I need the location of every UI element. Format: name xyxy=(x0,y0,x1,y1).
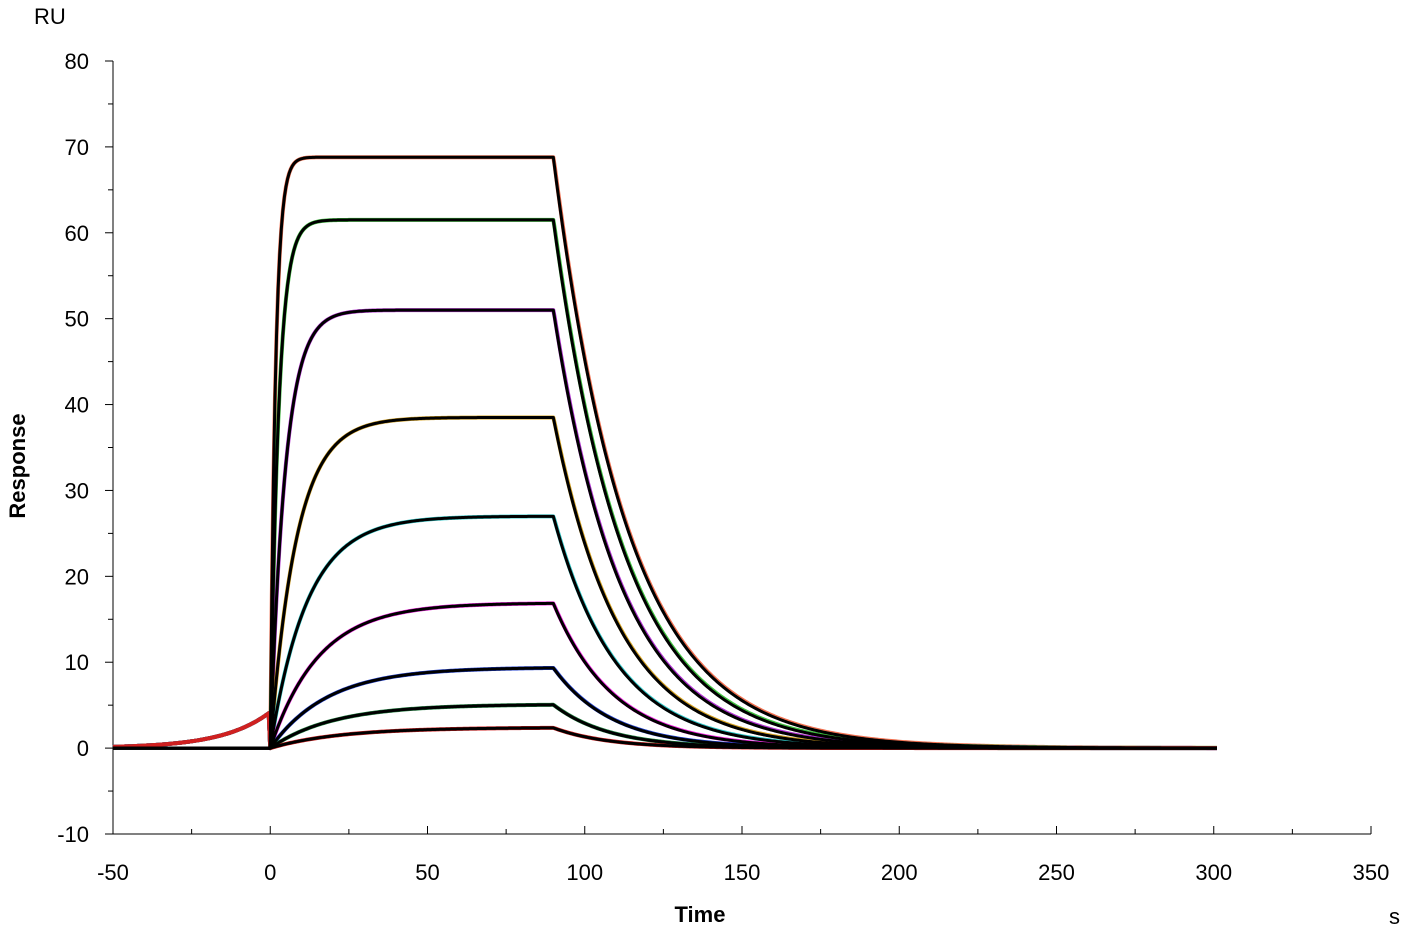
y-ticks: -10 0 10 20 30 40 50 60 70 80 xyxy=(57,49,113,847)
axes: -10 0 10 20 30 40 50 60 70 80 -50 0 50 100 150 200 250 3… xyxy=(57,49,1389,885)
y-unit-label: RU xyxy=(34,4,66,29)
y-tick-label: 80 xyxy=(65,49,89,74)
y-tick-label: 20 xyxy=(65,564,89,589)
x-tick-label: 300 xyxy=(1195,860,1232,885)
x-ticks: -50 0 50 100 150 200 250 300 350 xyxy=(97,826,1389,885)
x-tick-label: 150 xyxy=(724,860,761,885)
y-tick-label: 50 xyxy=(65,307,89,332)
x-tick-label: 250 xyxy=(1038,860,1075,885)
x-tick-label: 100 xyxy=(566,860,603,885)
y-tick-label: -10 xyxy=(57,822,89,847)
y-tick-label: 10 xyxy=(65,650,89,675)
x-axis-title: Time xyxy=(675,902,726,927)
x-tick-label: 0 xyxy=(264,860,276,885)
x-tick-label: -50 xyxy=(97,860,129,885)
fit-curve-9 xyxy=(113,726,1217,750)
y-tick-label: 70 xyxy=(65,135,89,160)
y-tick-label: 30 xyxy=(65,478,89,503)
x-tick-label: 200 xyxy=(881,860,918,885)
x-tick-label: 50 xyxy=(415,860,439,885)
x-tick-label: 350 xyxy=(1353,860,1390,885)
y-tick-label: 60 xyxy=(65,221,89,246)
x-unit-label: s xyxy=(1389,904,1400,929)
y-tick-label: 40 xyxy=(65,393,89,418)
y-axis-title: Response xyxy=(5,413,30,518)
fit-series xyxy=(113,155,1217,750)
y-tick-label: 0 xyxy=(77,736,89,761)
